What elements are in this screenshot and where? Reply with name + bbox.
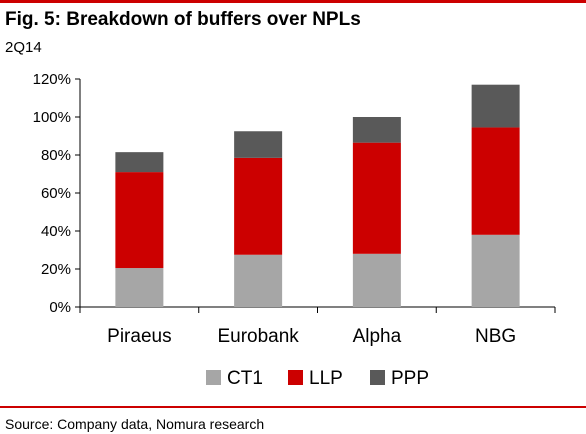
- stacked-bar-chart: 0% 20% 40% 60% 80% 100% 120% Piraeus Eurobank Al…: [33, 71, 556, 389]
- category-labels: Piraeus Eurobank Alpha NBG: [107, 326, 516, 347]
- source-note: Source: Company data, Nomura research: [5, 416, 265, 432]
- y-tick-label: 60%: [41, 185, 71, 202]
- figure-subtitle: 2Q14: [5, 39, 42, 56]
- y-tick-label: 20%: [41, 261, 71, 278]
- bar-segment-ct1: [352, 253, 401, 307]
- y-tick-label: 120%: [33, 71, 71, 88]
- legend-label: CT1: [227, 368, 263, 389]
- legend-label: PPP: [391, 368, 429, 389]
- bar-segment-llp: [234, 157, 283, 255]
- category-label: Piraeus: [107, 326, 171, 347]
- legend-label: LLP: [309, 368, 343, 389]
- category-label: NBG: [475, 326, 516, 347]
- bar-segment-llp: [471, 127, 520, 235]
- bar-segment-ppp: [471, 84, 520, 128]
- bar-segment-ppp: [115, 152, 164, 173]
- category-label: Eurobank: [217, 326, 299, 347]
- y-tick-label: 100%: [33, 109, 71, 126]
- category-label: Alpha: [353, 326, 402, 347]
- bar-stacks: [115, 84, 520, 307]
- y-tick-label: 40%: [41, 223, 71, 240]
- bottom-red-rule: [0, 406, 586, 408]
- legend-swatch-ct1: [206, 370, 221, 385]
- bar-segment-ppp: [352, 117, 401, 143]
- y-tick-label: 0%: [49, 299, 71, 316]
- bar-segment-llp: [115, 172, 164, 269]
- bar-segment-ct1: [115, 268, 164, 307]
- bar-segment-ct1: [471, 234, 520, 307]
- chart-legend: CT1 LLP PPP: [206, 368, 429, 389]
- legend-swatch-llp: [288, 370, 303, 385]
- legend-swatch-ppp: [370, 370, 385, 385]
- bar-segment-ct1: [234, 254, 283, 307]
- y-tick-label: 80%: [41, 147, 71, 164]
- top-red-rule: [0, 0, 586, 3]
- figure-title: Fig. 5: Breakdown of buffers over NPLs: [5, 9, 361, 30]
- bar-segment-llp: [352, 142, 401, 254]
- bar-segment-ppp: [234, 131, 283, 158]
